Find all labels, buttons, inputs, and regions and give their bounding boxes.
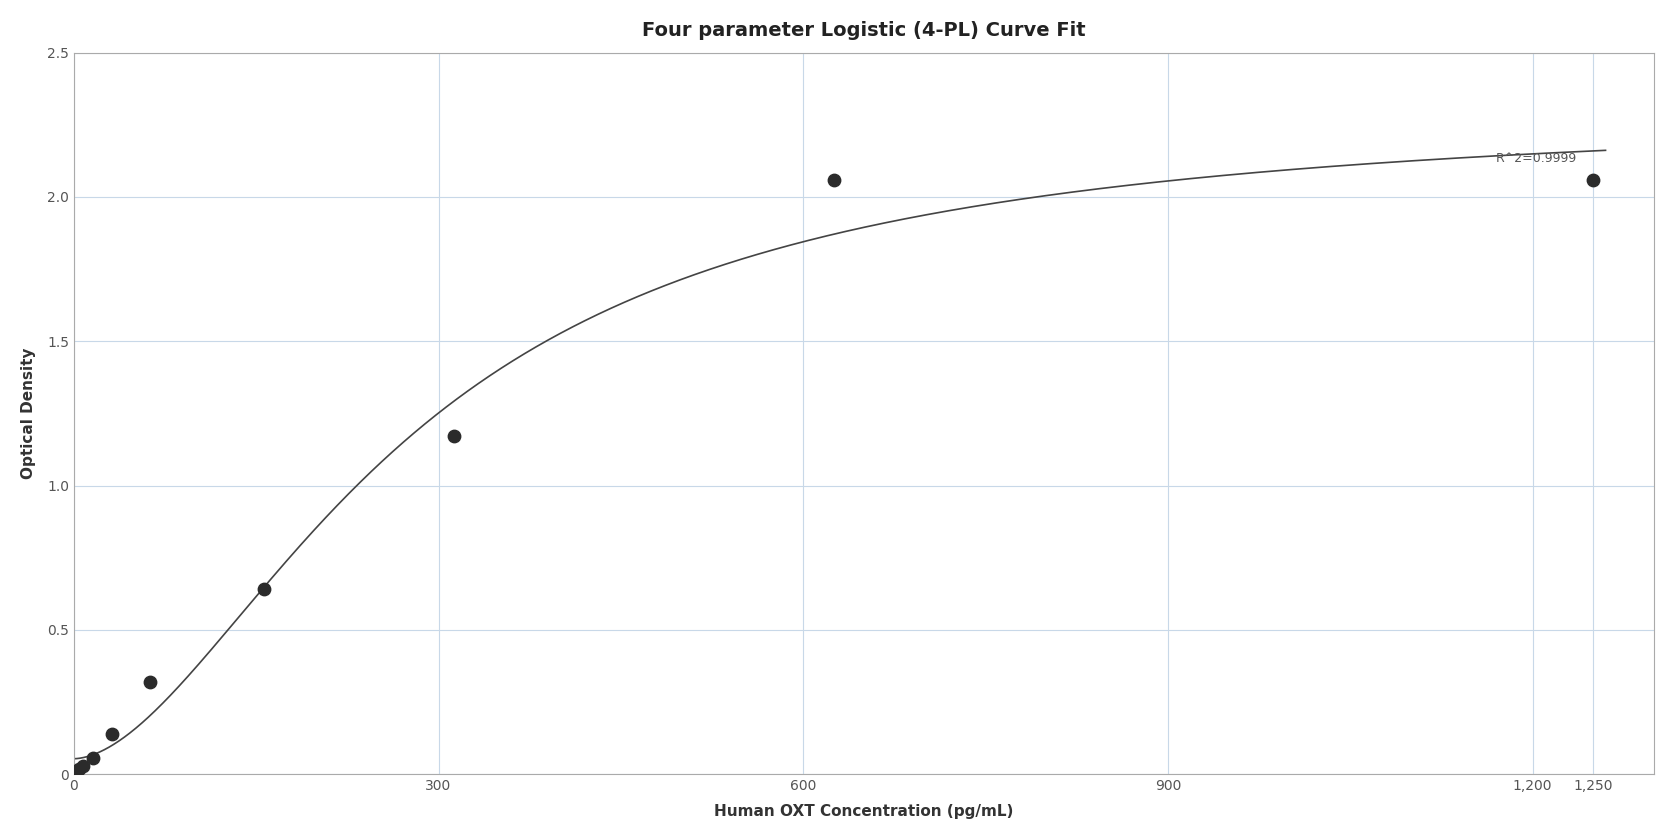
Point bbox=[79, 752, 106, 765]
Point bbox=[136, 675, 162, 689]
Point bbox=[99, 727, 126, 741]
Point bbox=[65, 762, 92, 775]
Title: Four parameter Logistic (4-PL) Curve Fit: Four parameter Logistic (4-PL) Curve Fit bbox=[642, 21, 1085, 39]
Y-axis label: Optical Density: Optical Density bbox=[20, 348, 35, 479]
X-axis label: Human OXT Concentration (pg/mL): Human OXT Concentration (pg/mL) bbox=[714, 804, 1013, 819]
Point bbox=[62, 764, 89, 778]
Point bbox=[821, 173, 848, 186]
Point bbox=[70, 759, 97, 773]
Point bbox=[1580, 173, 1606, 186]
Point bbox=[250, 583, 276, 596]
Point bbox=[441, 430, 467, 444]
Text: R^2=0.9999: R^2=0.9999 bbox=[1496, 152, 1578, 165]
